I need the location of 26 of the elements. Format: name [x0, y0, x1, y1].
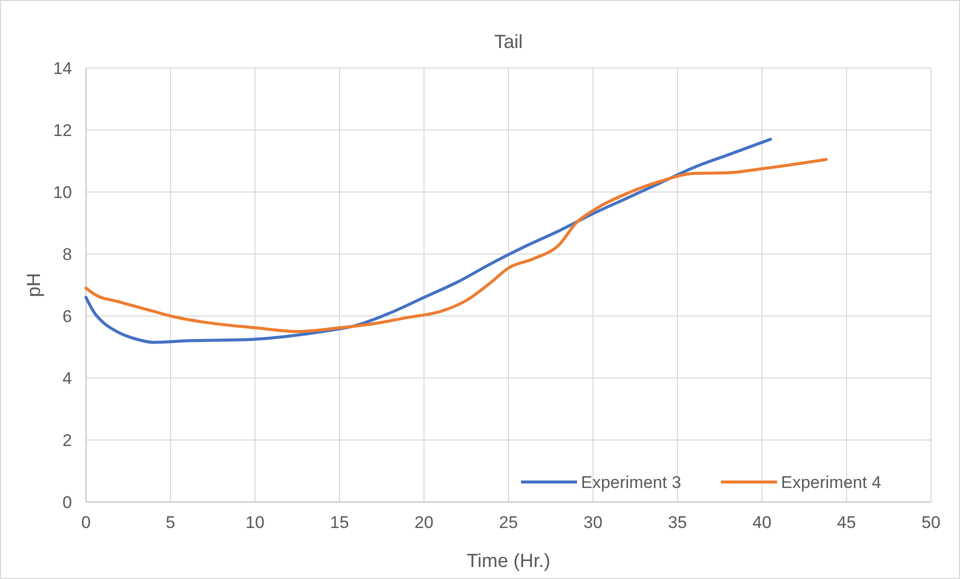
- legend-label: Experiment 3: [581, 473, 682, 492]
- y-axis-title: pH: [24, 272, 45, 298]
- y-tick-label: 8: [62, 245, 72, 264]
- x-tick-label: 30: [584, 513, 602, 532]
- x-axis-title: Time (Hr.): [466, 551, 550, 572]
- legend-label: Experiment 4: [781, 473, 882, 492]
- y-tick-label: 0: [62, 493, 72, 512]
- y-tick-label: 6: [62, 307, 72, 326]
- x-tick-label: 35: [668, 513, 687, 532]
- y-tick-label: 14: [53, 59, 72, 78]
- y-tick-label: 2: [62, 431, 72, 450]
- y-tick-label: 12: [53, 121, 72, 140]
- chart-title: Tail: [494, 32, 523, 53]
- x-tick-label: 50: [922, 513, 940, 532]
- y-tick-label: 4: [62, 369, 72, 388]
- x-tick-label: 5: [166, 513, 176, 532]
- x-tick-label: 0: [81, 513, 91, 532]
- y-tick-label: 10: [53, 183, 72, 202]
- x-tick-label: 10: [246, 513, 264, 532]
- x-tick-label: 20: [414, 513, 434, 532]
- x-tick-label: 40: [752, 513, 772, 532]
- x-tick-label: 15: [330, 513, 349, 532]
- line-series: [84, 138, 772, 344]
- x-tick-label: 25: [499, 513, 518, 532]
- x-tick-label: 45: [837, 513, 856, 532]
- line-series: [84, 158, 828, 333]
